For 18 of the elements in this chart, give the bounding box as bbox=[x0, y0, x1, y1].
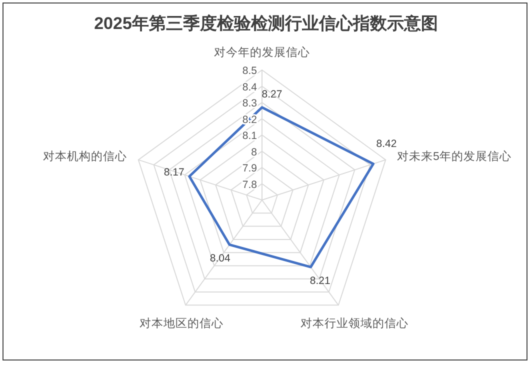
y-tick-label: 8 bbox=[251, 146, 258, 158]
y-tick-label: 8.5 bbox=[242, 65, 258, 77]
y-tick-label: 7.8 bbox=[242, 178, 258, 191]
data-label: 8.04 bbox=[210, 252, 230, 265]
spoke-label: 对本地区的信心 bbox=[140, 316, 224, 330]
spoke-label: 对本机构的信心 bbox=[42, 149, 127, 164]
spoke-label: 对未来5年的发展信心 bbox=[397, 149, 512, 164]
data-label: 8.27 bbox=[262, 88, 282, 100]
y-tick-label: 8.4 bbox=[242, 81, 258, 94]
data-label: 8.21 bbox=[310, 274, 330, 287]
data-label: 8.17 bbox=[164, 166, 185, 178]
y-tick-label: 8.3 bbox=[242, 98, 258, 110]
y-tick-label: 8.1 bbox=[242, 130, 258, 142]
spoke-label: 对本行业领域的信心 bbox=[300, 316, 408, 330]
y-tick-label: 7.9 bbox=[242, 162, 258, 174]
spoke-label: 对今年的发展信心 bbox=[214, 45, 310, 59]
chart-title: 2025年第三季度检验检测行业信心指数示意图 bbox=[94, 14, 438, 33]
data-label: 8.42 bbox=[376, 138, 397, 150]
